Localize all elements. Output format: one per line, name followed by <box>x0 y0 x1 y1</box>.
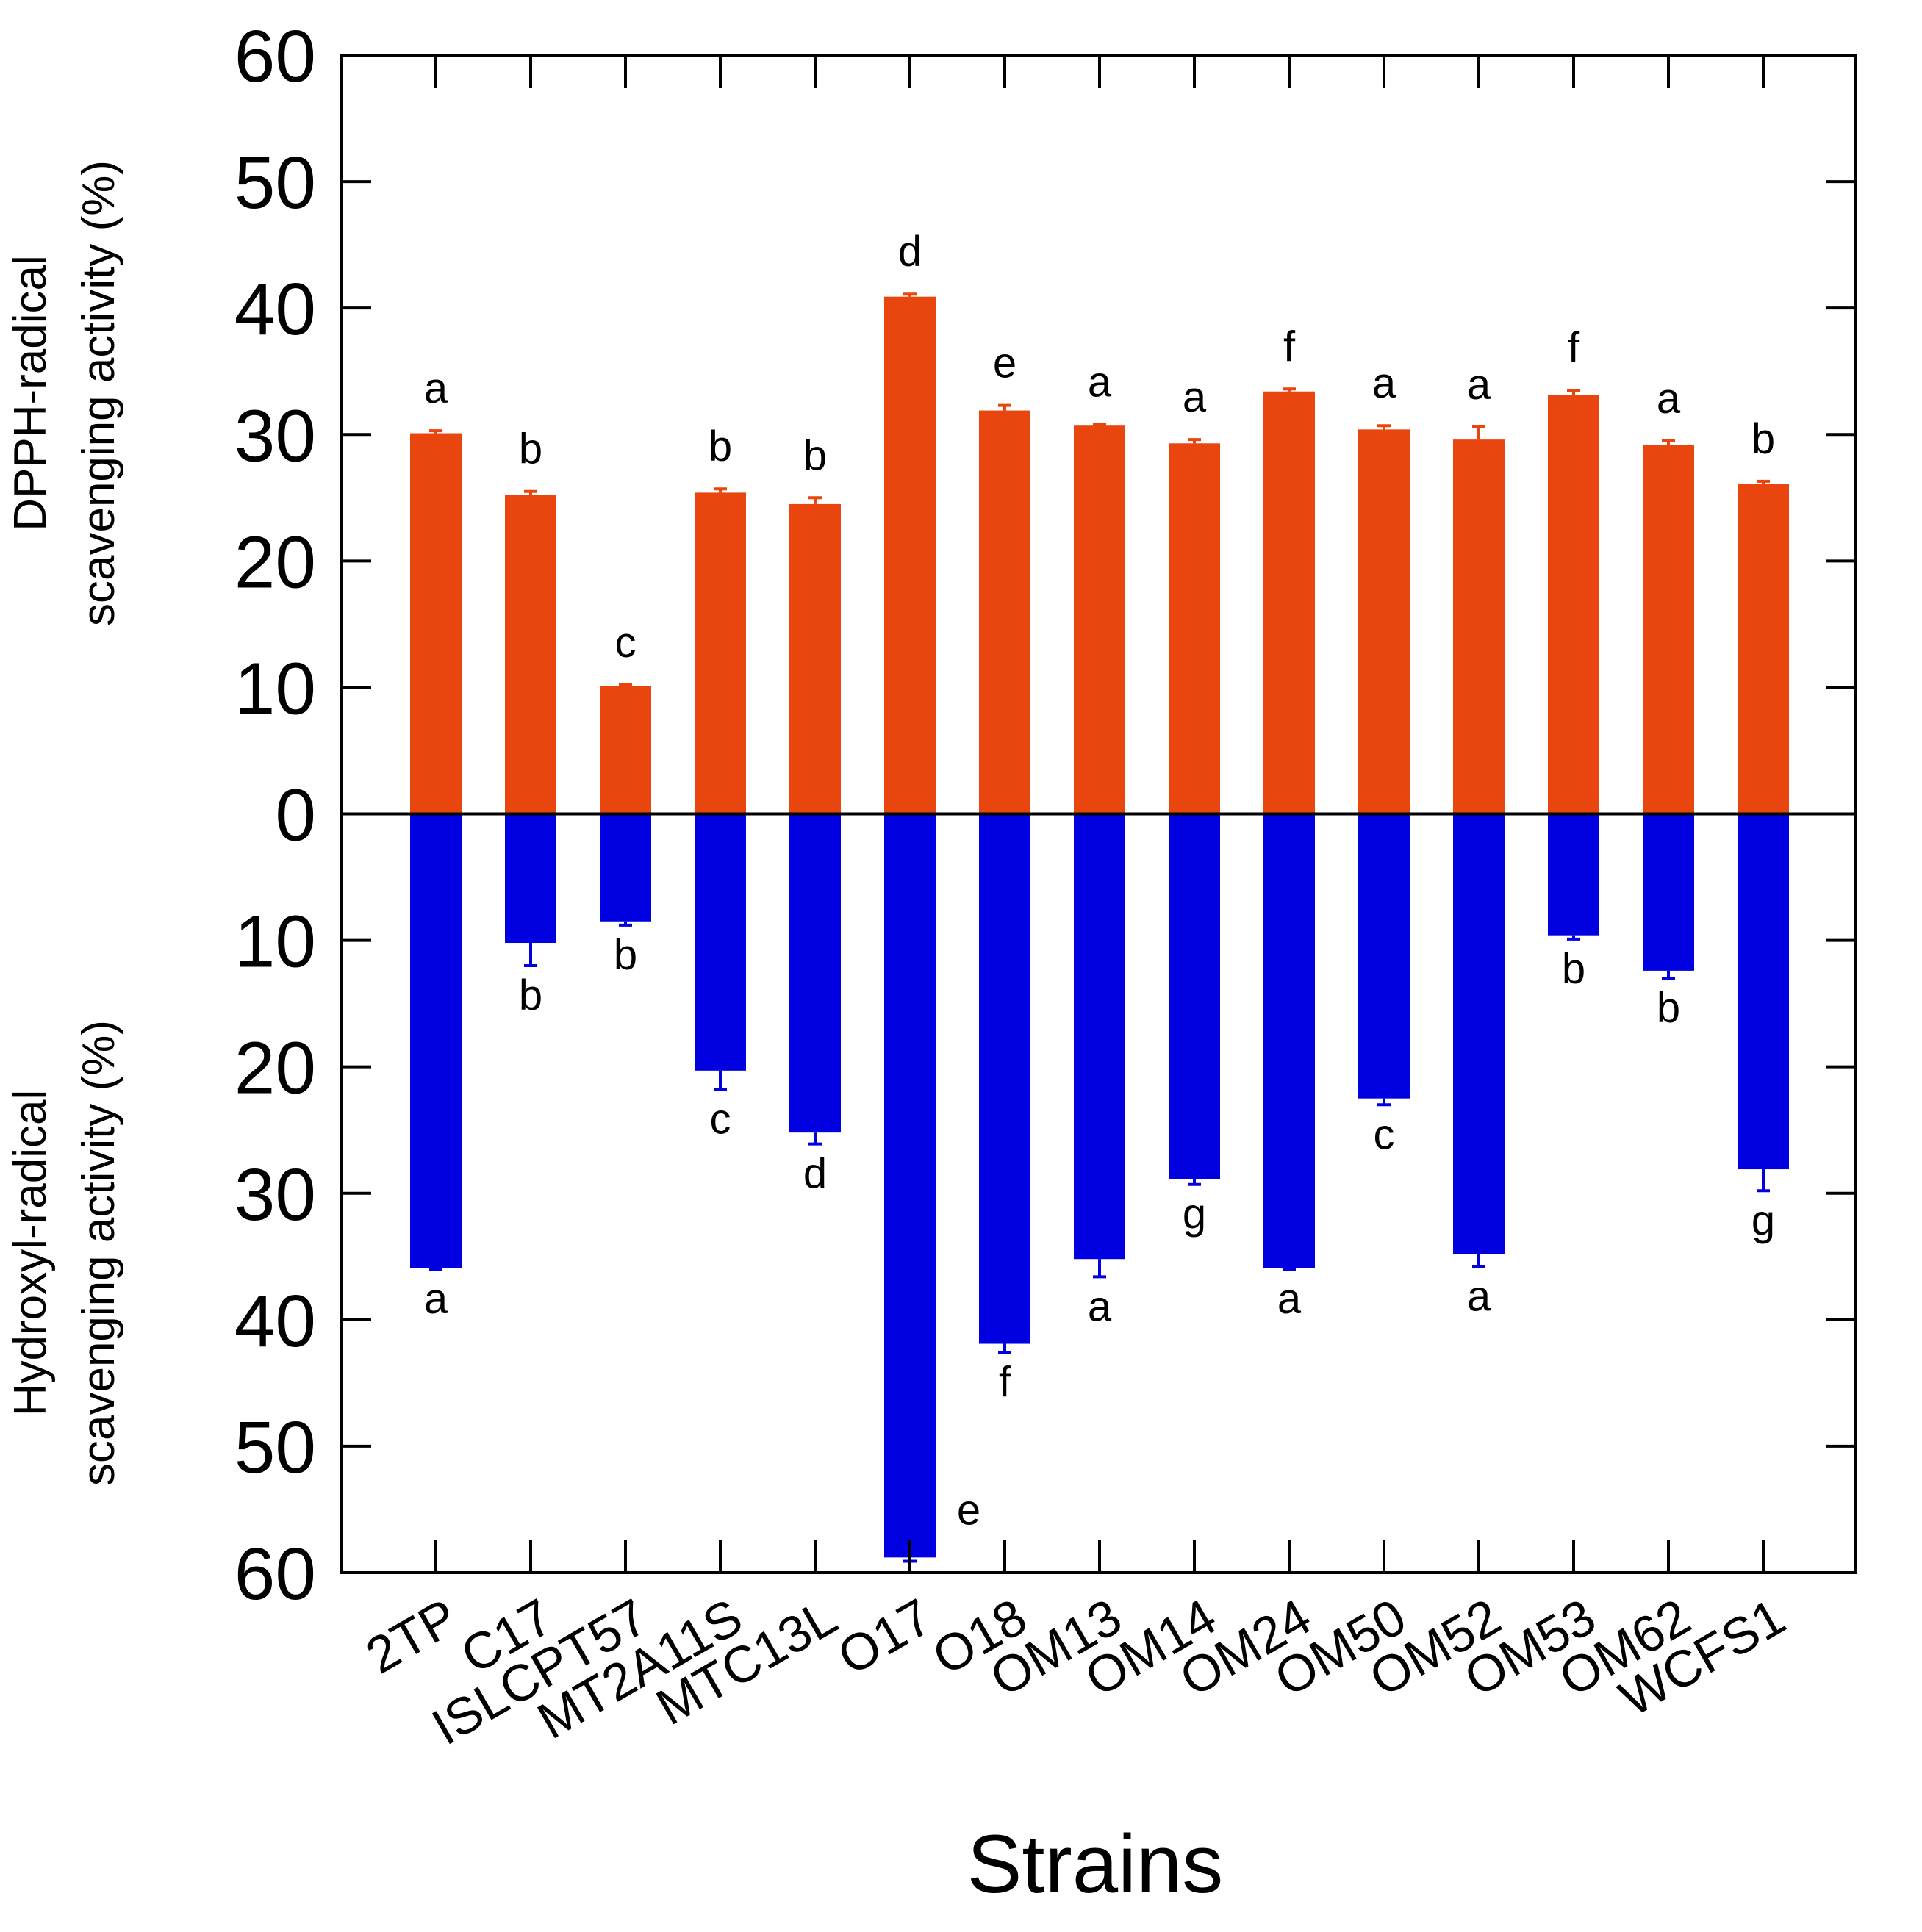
hydroxyl-sig-2tp: a <box>424 1275 448 1323</box>
dpph-sig-2tp: a <box>424 365 448 412</box>
hydroxyl-series <box>410 814 1789 1558</box>
dpph-bar-om52 <box>1453 439 1505 814</box>
dpph-sig-c17: b <box>519 425 542 473</box>
hydroxyl-bar-o17 <box>884 814 936 1558</box>
ytick-label-top: 0 <box>275 775 316 857</box>
hydroxyl-bar-om53 <box>1548 814 1599 936</box>
hydroxyl-sig-islcpt57: b <box>614 931 637 979</box>
hydroxyl-bar-om13 <box>1074 814 1125 1260</box>
dpph-sig-islcpt57: c <box>615 619 637 667</box>
y-axis-label-bottom-line2: scavenging activity (%) <box>73 1020 124 1486</box>
x-tick-label-2tp: 2TP <box>356 1587 467 1684</box>
dpph-bar-o18 <box>979 410 1030 814</box>
ytick-label-bottom: 30 <box>234 1154 316 1236</box>
hydroxyl-sig-om53: b <box>1562 945 1585 993</box>
ytick-label-bottom: 10 <box>234 901 316 983</box>
ytick-label-top: 50 <box>234 142 316 224</box>
dpph-bar-2tp <box>410 433 462 814</box>
ytick-label-top: 10 <box>234 647 316 730</box>
dpph-sig-om53: f <box>1568 324 1580 372</box>
hydroxyl-sig-mtc13l: d <box>803 1150 827 1198</box>
hydroxyl-bar-mt2a11s <box>695 814 746 1071</box>
dpph-bar-om14 <box>1169 443 1220 814</box>
dpph-bar-om53 <box>1548 395 1599 814</box>
hydroxyl-bar-o18 <box>979 814 1030 1344</box>
ytick-label-bottom: 40 <box>234 1280 316 1362</box>
hydroxyl-bar-om52 <box>1453 814 1505 1254</box>
dpph-sig-om24: f <box>1283 323 1296 370</box>
hydroxyl-sig-om62: b <box>1657 984 1680 1032</box>
hydroxyl-sig-om13: a <box>1088 1282 1112 1330</box>
dpph-bar-o17 <box>884 296 936 814</box>
hydroxyl-bar-wcfs1 <box>1738 814 1789 1170</box>
ytick-label-top: 20 <box>234 521 316 603</box>
dpph-sig-o18: e <box>993 340 1016 387</box>
dpph-bar-mtc13l <box>789 503 841 814</box>
hydroxyl-bar-om50 <box>1358 814 1410 1099</box>
dpph-bar-om24 <box>1263 391 1315 814</box>
dpph-sig-om62: a <box>1657 375 1681 423</box>
hydroxyl-sig-mt2a11s: c <box>710 1096 731 1143</box>
hydroxyl-bar-c17 <box>505 814 556 944</box>
dpph-series <box>410 296 1789 814</box>
hydroxyl-sig-wcfs1: g <box>1751 1196 1775 1244</box>
hydroxyl-sig-om14: g <box>1183 1191 1206 1238</box>
hydroxyl-sig-o18: f <box>999 1359 1011 1407</box>
hydroxyl-bar-om62 <box>1643 814 1694 971</box>
ytick-label-top: 30 <box>234 395 316 477</box>
dpph-sig-wcfs1: b <box>1751 415 1775 463</box>
dpph-sig-om13: a <box>1088 358 1112 406</box>
y-axis-label-bottom-line1: Hydroxyl-radical <box>5 1090 56 1416</box>
y-axis-label-top-line1: DPPH-radical <box>5 255 56 531</box>
x-axis-label: Strains <box>967 1818 1224 1910</box>
dpph-bar-c17 <box>505 495 556 814</box>
ytick-label-bottom: 60 <box>234 1533 316 1615</box>
hydroxyl-bar-2tp <box>410 814 462 1268</box>
hydroxyl-sig-c17: b <box>519 972 542 1019</box>
error-bars <box>429 292 1770 1563</box>
significance-letters: a a b b c b b c b d d e e f a a a g f a a c a a f b a b b g <box>424 228 1775 1534</box>
dpph-sig-om14: a <box>1183 373 1207 421</box>
hydroxyl-bar-mtc13l <box>789 814 841 1133</box>
y-axis-label-top-line2: scavenging activity (%) <box>73 160 124 626</box>
ytick-label-bottom: 50 <box>234 1407 316 1489</box>
dpph-sig-o17: d <box>898 228 922 276</box>
dpph-bar-om62 <box>1643 445 1694 814</box>
dpph-bar-om50 <box>1358 429 1410 814</box>
dpph-sig-mt2a11s: b <box>709 423 732 470</box>
x-category-labels: 2TPC17ISLCPT57MT2A11SMTC13LO17O18OM13OM1… <box>356 1587 1794 1756</box>
dpph-bar-wcfs1 <box>1738 484 1789 814</box>
hydroxyl-bar-islcpt57 <box>600 814 651 922</box>
hydroxyl-sig-om24: a <box>1277 1275 1302 1323</box>
hydroxyl-sig-om50: c <box>1374 1110 1395 1158</box>
ytick-label-top: 40 <box>234 268 316 351</box>
hydroxyl-bar-om14 <box>1169 814 1220 1179</box>
dpph-sig-mtc13l: b <box>803 431 827 479</box>
hydroxyl-sig-o17: e <box>957 1486 980 1534</box>
dpph-bar-om13 <box>1074 425 1125 814</box>
axis-ticks <box>342 54 1856 1574</box>
dpph-sig-om52: a <box>1467 361 1491 409</box>
dpph-bar-mt2a11s <box>695 492 746 814</box>
dpph-bar-islcpt57 <box>600 686 651 814</box>
y-tick-labels: 0 10 20 30 40 50 60 10 20 30 40 50 60 <box>234 15 316 1615</box>
ytick-label-top: 60 <box>234 15 316 98</box>
hydroxyl-sig-om52: a <box>1467 1273 1491 1321</box>
dpph-sig-om50: a <box>1372 359 1396 407</box>
ytick-label-bottom: 20 <box>234 1027 316 1110</box>
hydroxyl-bar-om24 <box>1263 814 1315 1268</box>
